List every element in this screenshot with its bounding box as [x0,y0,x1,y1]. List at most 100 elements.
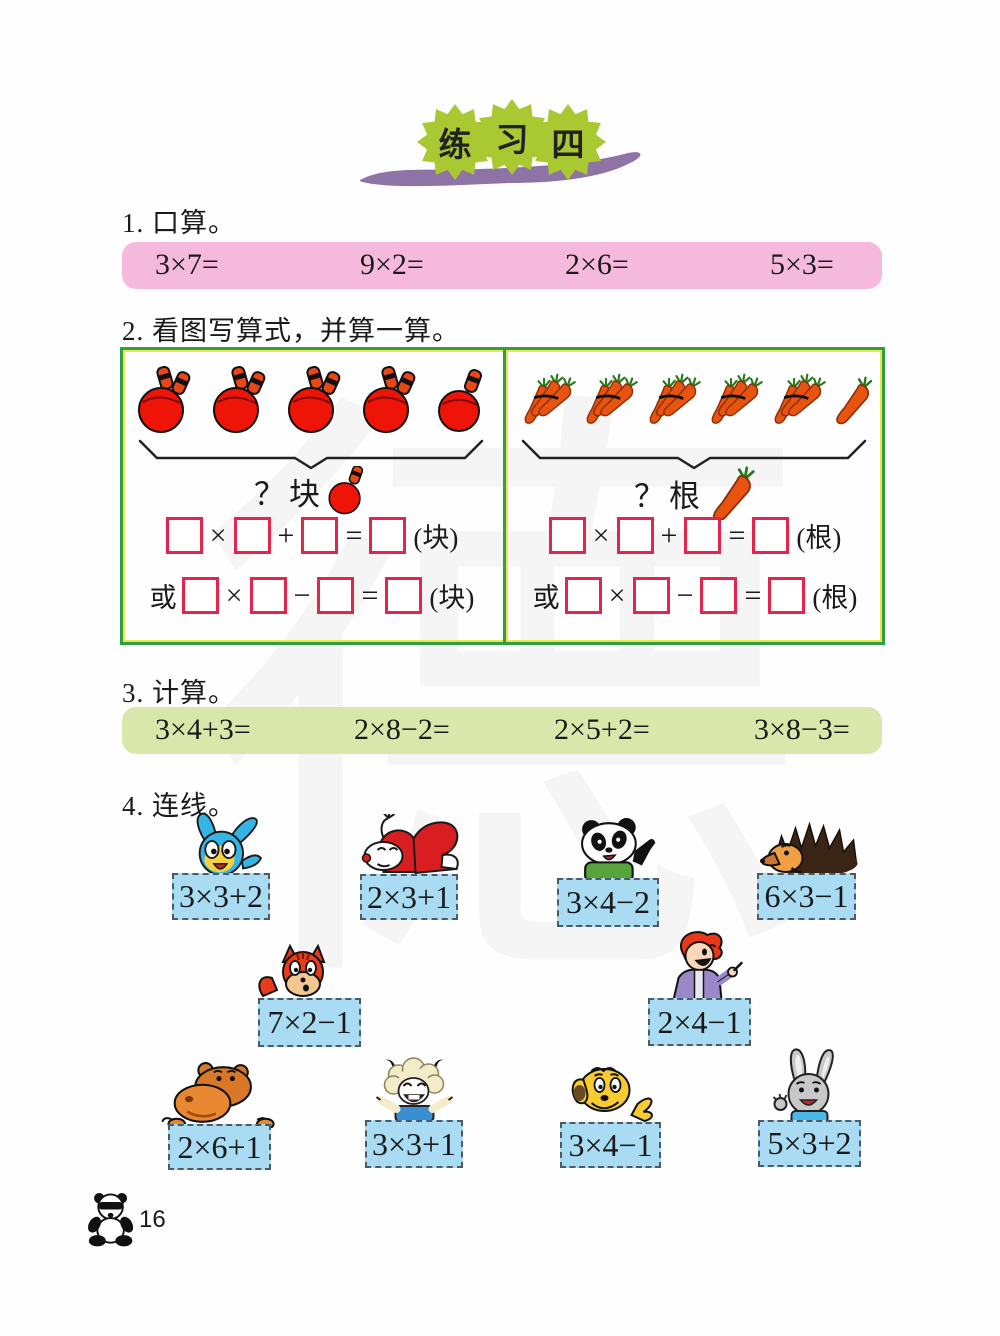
match-card: 6×3−1 [757,873,856,920]
mental-math-item: 2×6= [565,248,629,281]
equation-row-multiply-add: × + = (块) [123,516,501,555]
answer-box [684,517,722,554]
question-mark: ？ [254,476,285,512]
equals-sign: = [345,518,363,552]
card-expression: 2×3+1 [366,878,452,915]
match-card: 3×3+2 [172,873,270,920]
question-line: ？ 块 [123,466,501,516]
match-card: 2×6+1 [168,1124,271,1170]
carrot-bundles-row [518,372,872,430]
unit-label: (块) [413,523,459,553]
boy-illustration [672,931,743,1000]
match-card: 7×2−1 [258,998,361,1047]
card-expression: 3×4−1 [568,1126,653,1163]
match-card: 3×4−2 [557,878,659,927]
section-2-label: 2. 看图写算式，并算一算。 [122,316,460,346]
carrot-bundle-icon [642,373,701,425]
minus-sign: − [293,578,311,612]
equals-sign: = [361,578,379,612]
equation-row-multiply-add: × + = (根) [506,516,884,555]
card-expression: 6×3−1 [764,878,849,914]
single-paddle-icon [438,367,484,432]
question-mark: ？ [634,478,665,514]
answer-box [249,577,287,614]
mental-math-band: 3×7= 9×2= 2×6= 5×3= [122,242,882,289]
section-3-label: 3. 计算。 [122,678,236,708]
match-card: 3×4−1 [560,1122,661,1168]
carrot-bundle-icon [767,373,826,425]
answer-box [548,517,586,554]
unit-label: (块) [429,583,475,613]
unit-label: (根) [812,583,858,613]
card-expression: 3×3+2 [178,878,264,914]
title-swoosh-brushstroke [359,152,641,187]
single-carrot-icon [712,466,755,520]
card-expression: 3×4−2 [565,884,651,920]
panel-divider [503,350,506,642]
plus-sign: + [660,518,678,552]
plus-sign: + [277,518,295,552]
mental-math-item: 9×2= [360,248,424,281]
answer-box [564,577,602,614]
times-sign: × [209,518,227,552]
calculation-item: 2×8−2= [354,713,450,746]
match-card: 2×4−1 [648,998,751,1046]
dog-illustration [571,1067,653,1123]
paddles-panel: ？ 块 × + = (块) 或 × [123,350,501,642]
answer-box [301,517,339,554]
paddle-pair-icon [213,366,267,433]
carrot-bundle-icon [705,373,764,425]
hedgehog-illustration [760,821,858,876]
single-paddle-icon [328,466,365,515]
carrot-bundle-icon [580,373,639,425]
answer-box [317,577,355,614]
unit-label: (根) [796,523,842,553]
times-sign: × [225,578,243,612]
paddle-pair-icon [288,366,342,433]
picture-equation-box: ？ 块 × + = (块) 或 × [120,347,885,645]
card-expression: 7×2−1 [267,1004,352,1040]
section-1-label: 1. 口算。 [122,208,236,238]
match-card: 3×3+1 [365,1120,463,1168]
or-label: 或 [149,583,177,613]
mental-math-item: 3×7= [155,248,219,281]
unit-word: 块 [289,476,320,512]
answer-box [768,577,806,614]
card-expression: 3×3+1 [371,1125,457,1162]
footer-panda-icon [88,1193,134,1247]
or-label: 或 [532,583,560,613]
paddle-pair-icon [363,366,417,433]
times-sign: × [608,578,626,612]
answer-box [616,517,654,554]
carrots-panel: ？ 根 × + = (根) 或 × − [506,350,884,642]
mental-math-item: 5×3= [770,248,834,281]
equation-row-multiply-subtract: 或 × − = (块) [123,576,501,615]
grouping-brace [138,439,484,470]
fox-illustration [258,944,326,998]
carrot-bundle-icon [518,373,576,425]
gray-rabbit-illustration [772,1048,834,1124]
paddle-groups-row [135,366,489,434]
equals-sign: = [744,578,762,612]
calculation-item: 3×4+3= [155,713,251,746]
answer-box [165,517,203,554]
equals-sign: = [728,518,746,552]
answer-box [700,577,738,614]
answer-box [632,577,670,614]
blue-rabbit-illustration [196,812,263,876]
squirrel-illustration [361,814,459,875]
answer-box [233,517,271,554]
panda-illustration [581,818,656,882]
match-card: 2×3+1 [360,874,458,920]
sheep-illustration [375,1057,454,1122]
card-expression: 5×3+2 [767,1125,852,1161]
match-card: 5×3+2 [758,1120,861,1167]
card-expression: 2×4−1 [657,1003,742,1040]
calculation-band: 3×4+3= 2×8−2= 2×5+2= 3×8−3= [122,707,882,754]
calculation-item: 3×8−3= [754,713,850,746]
equation-row-multiply-subtract: 或 × − = (根) [506,576,884,615]
page-number: 16 [139,1206,166,1233]
times-sign: × [592,518,610,552]
grouping-brace [521,439,867,470]
